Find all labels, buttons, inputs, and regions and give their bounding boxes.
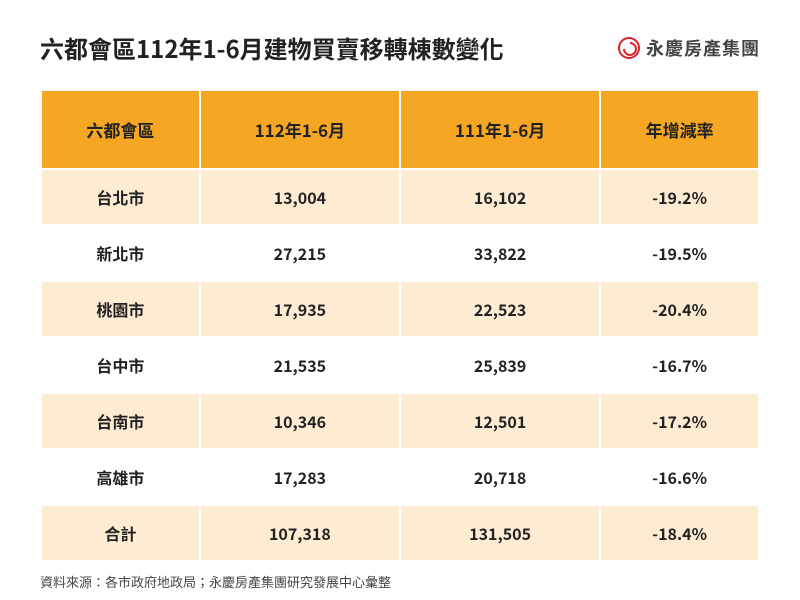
table-cell: -20.4% [600,281,759,337]
table-body: 台北市13,00416,102-19.2%新北市27,21533,822-19.… [41,169,759,561]
table-cell: 合計 [41,505,200,561]
source-footnote: 資料來源：各市政府地政局；永慶房產集團研究發展中心彙整 [40,572,760,591]
table-cell: -17.2% [600,393,759,449]
table-cell: -16.7% [600,337,759,393]
table-cell: 25,839 [400,337,600,393]
table-cell: 台南市 [41,393,200,449]
spiral-icon [618,37,640,59]
table-cell: 22,523 [400,281,600,337]
data-table: 六都會區 112年1-6月 111年1-6月 年增減率 台北市13,00416,… [40,89,760,562]
table-cell: 10,346 [200,393,400,449]
table-row: 台南市10,34612,501-17.2% [41,393,759,449]
table-cell: 21,535 [200,337,400,393]
table-cell: 新北市 [41,225,200,281]
table-cell: 台北市 [41,169,200,225]
table-cell: 12,501 [400,393,600,449]
table-cell: 27,215 [200,225,400,281]
table-row: 高雄市17,28320,718-16.6% [41,449,759,505]
table-cell: 桃園市 [41,281,200,337]
table-row: 台中市21,53525,839-16.7% [41,337,759,393]
table-cell: -18.4% [600,505,759,561]
table-cell: -16.6% [600,449,759,505]
table-cell: -19.5% [600,225,759,281]
brand-logo: 永慶房產集團 [618,35,760,61]
header: 六都會區112年1-6月建物買賣移轉棟數變化 永慶房產集團 [40,30,760,65]
brand-name: 永慶房產集團 [646,35,760,61]
table-cell: -19.2% [600,169,759,225]
table-cell: 17,283 [200,449,400,505]
table-cell: 台中市 [41,337,200,393]
table-cell: 131,505 [400,505,600,561]
table-row: 台北市13,00416,102-19.2% [41,169,759,225]
col-change: 年增減率 [600,90,759,169]
table-row: 新北市27,21533,822-19.5% [41,225,759,281]
col-region: 六都會區 [41,90,200,169]
page-title: 六都會區112年1-6月建物買賣移轉棟數變化 [40,30,504,65]
col-period1: 112年1-6月 [200,90,400,169]
table-cell: 16,102 [400,169,600,225]
table-row: 合計107,318131,505-18.4% [41,505,759,561]
col-period2: 111年1-6月 [400,90,600,169]
table-row: 桃園市17,93522,523-20.4% [41,281,759,337]
table-cell: 33,822 [400,225,600,281]
table-cell: 20,718 [400,449,600,505]
table-cell: 13,004 [200,169,400,225]
table-header: 六都會區 112年1-6月 111年1-6月 年增減率 [41,90,759,169]
table-cell: 高雄市 [41,449,200,505]
table-cell: 107,318 [200,505,400,561]
table-cell: 17,935 [200,281,400,337]
